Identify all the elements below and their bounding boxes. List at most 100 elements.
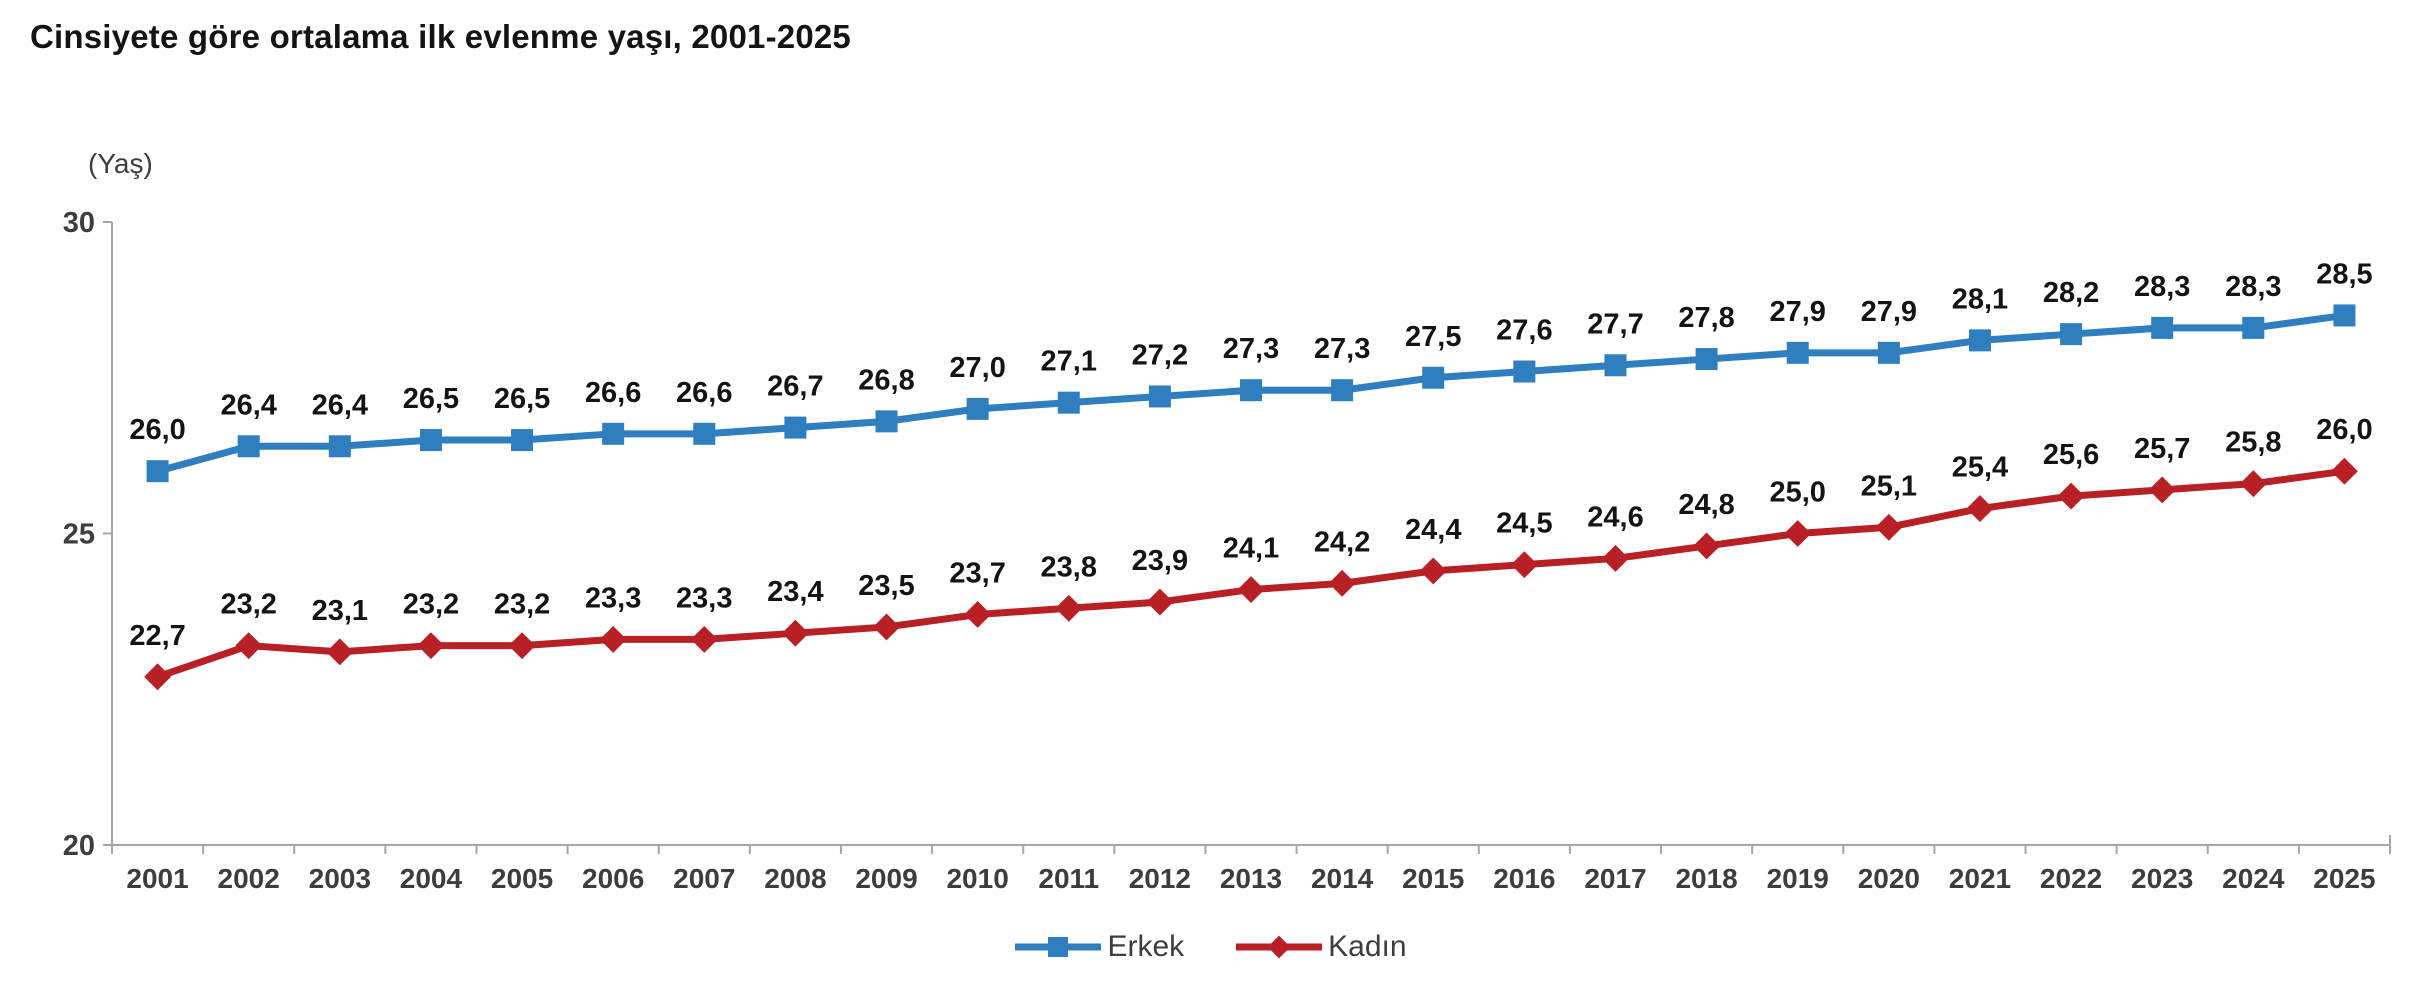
- data-label: 25,7: [2134, 433, 2190, 465]
- legend: Erkek Kadın: [0, 930, 2422, 964]
- legend-item-kadin: Kadın: [1236, 930, 1407, 964]
- square-marker: [1057, 391, 1080, 414]
- diamond-marker: [1055, 594, 1083, 622]
- square-marker: [328, 435, 351, 458]
- data-label: 28,5: [2316, 258, 2372, 290]
- x-tick-label: 2018: [1675, 863, 1737, 894]
- diamond-marker: [508, 632, 536, 660]
- square-marker: [146, 460, 169, 483]
- data-label: 28,3: [2225, 271, 2281, 303]
- data-label: 24,5: [1496, 508, 1552, 540]
- diamond-marker: [1510, 551, 1538, 579]
- diamond-marker: [1784, 520, 1812, 547]
- diamond-marker: [2239, 470, 2267, 498]
- diamond-marker: [417, 632, 445, 660]
- square-marker: [1968, 329, 1991, 352]
- data-label: 26,0: [2316, 414, 2372, 446]
- diamond-marker: [873, 613, 900, 641]
- diamond-marker: [2057, 482, 2085, 510]
- x-tick-label: 2016: [1493, 863, 1555, 894]
- x-tick-label: 2002: [218, 863, 280, 894]
- data-label: 25,8: [2225, 427, 2281, 459]
- data-label: 27,6: [1496, 315, 1552, 347]
- x-tick-label: 2003: [309, 863, 371, 894]
- data-label: 28,3: [2134, 271, 2190, 303]
- square-marker: [1422, 366, 1445, 389]
- data-label: 23,3: [585, 582, 641, 614]
- x-tick-label: 2006: [582, 863, 644, 894]
- data-label: 26,6: [585, 377, 641, 409]
- square-marker: [1695, 348, 1718, 371]
- square-marker: [966, 397, 989, 420]
- data-label: 27,8: [1678, 302, 1734, 334]
- data-label: 24,4: [1405, 514, 1461, 546]
- x-tick-label: 2023: [2131, 863, 2193, 894]
- x-tick-label: 2020: [1858, 863, 1920, 894]
- diamond-marker: [2148, 476, 2176, 504]
- data-label: 24,2: [1314, 526, 1370, 558]
- diamond-marker: [1328, 569, 1356, 597]
- data-label: 27,9: [1861, 296, 1917, 328]
- square-marker: [2333, 304, 2356, 327]
- erkek-line-square-marker-icon: [1015, 937, 1102, 957]
- data-label: 24,8: [1678, 489, 1734, 521]
- x-tick-label: 2001: [126, 863, 188, 894]
- legend-label-erkek: Erkek: [1107, 930, 1185, 963]
- data-label: 23,2: [494, 589, 550, 621]
- x-tick-label: 2009: [855, 863, 917, 894]
- diamond-marker: [781, 619, 809, 647]
- data-label: 26,7: [767, 371, 823, 403]
- data-label: 23,4: [767, 576, 823, 608]
- data-label: 25,0: [1769, 477, 1825, 509]
- data-label: 25,4: [1952, 452, 2008, 484]
- square-marker: [1148, 385, 1171, 408]
- x-tick-label: 2017: [1584, 863, 1646, 894]
- x-tick-label: 2005: [491, 863, 553, 894]
- y-tick-label: 25: [63, 519, 95, 551]
- square-marker: [419, 429, 442, 452]
- y-tick-label: 20: [63, 830, 95, 862]
- diamond-marker: [1602, 544, 1629, 572]
- x-tick-label: 2010: [946, 863, 1008, 894]
- x-tick-label: 2008: [764, 863, 826, 894]
- data-label: 27,3: [1223, 333, 1279, 365]
- data-label: 23,8: [1041, 551, 1097, 583]
- series-line-kadın: [156, 467, 2345, 681]
- diamond-marker: [690, 625, 718, 653]
- square-marker: [1604, 354, 1627, 377]
- square-marker: [2060, 323, 2083, 346]
- x-tick-label: 2019: [1767, 863, 1829, 894]
- diamond-marker: [1146, 588, 1174, 616]
- x-tick-label: 2015: [1402, 863, 1464, 894]
- square-marker: [1240, 379, 1262, 402]
- data-label: 24,1: [1223, 533, 1279, 565]
- data-label: 26,8: [858, 364, 914, 396]
- data-label: 26,5: [494, 383, 550, 415]
- square-marker: [602, 422, 625, 445]
- x-tick-label: 2024: [2222, 863, 2285, 894]
- data-label: 24,6: [1587, 501, 1643, 533]
- data-label: 23,7: [949, 557, 1005, 589]
- square-marker: [784, 416, 807, 439]
- diamond-marker: [1875, 513, 1903, 541]
- data-label: 26,6: [676, 377, 732, 409]
- diamond-marker: [235, 632, 263, 660]
- x-tick-label: 2004: [400, 863, 463, 894]
- x-tick-label: 2012: [1129, 863, 1191, 894]
- square-marker: [511, 429, 534, 452]
- x-tick-label: 2007: [673, 863, 735, 894]
- square-marker: [1513, 360, 1536, 383]
- diamond-marker: [1693, 532, 1721, 560]
- diamond-marker: [144, 663, 171, 691]
- x-tick-label: 2011: [1038, 863, 1099, 894]
- data-label: 27,3: [1314, 333, 1370, 365]
- x-tick-label: 2013: [1220, 863, 1282, 894]
- legend-label-kadin: Kadın: [1328, 930, 1407, 963]
- y-tick-label: 30: [63, 207, 95, 239]
- square-marker: [237, 435, 260, 458]
- square-marker: [2151, 316, 2174, 339]
- data-label: 27,9: [1769, 296, 1825, 328]
- data-label: 23,9: [1132, 545, 1188, 577]
